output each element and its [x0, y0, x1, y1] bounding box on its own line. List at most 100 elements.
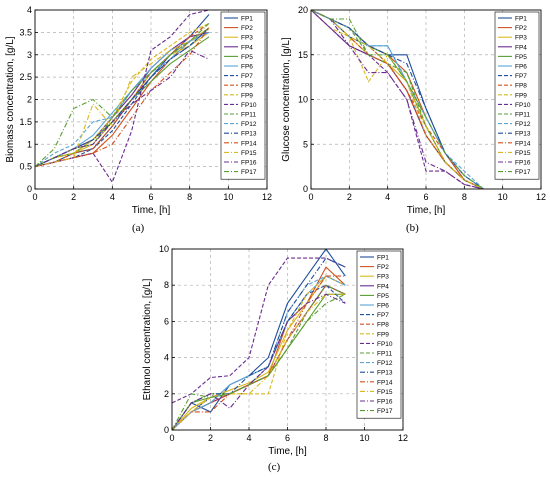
y-tick-label: 2 — [164, 389, 169, 399]
series-line-fp15 — [172, 293, 346, 430]
series-line-fp15 — [311, 10, 484, 189]
y-axis-label: Glucose concentration, [g/L] — [281, 37, 292, 162]
y-tick-label: 5 — [303, 139, 308, 149]
x-tick-label: 4 — [246, 433, 251, 443]
series-line-fp14 — [35, 27, 210, 168]
legend-label-fp11: FP11 — [377, 351, 392, 358]
legend-label-fp8: FP8 — [377, 322, 389, 329]
legend-label-fp17: FP17 — [241, 169, 257, 176]
y-tick-label: 2 — [27, 95, 32, 105]
legend-label-fp13: FP13 — [515, 131, 531, 138]
legend-label-fp14: FP14 — [241, 140, 257, 147]
y-tick-label: 0 — [303, 184, 308, 194]
series-lines — [311, 10, 484, 189]
y-tick-label: 1.5 — [19, 117, 32, 127]
legend-label-fp11: FP11 — [241, 112, 256, 119]
legend-box — [494, 11, 540, 180]
axes-frame — [171, 248, 404, 431]
y-axis-label: Ethanol concentration, [g/L] — [142, 278, 153, 400]
y-tick-label: 0 — [27, 184, 32, 194]
x-axis-label: Time, [h] — [132, 205, 171, 216]
x-tick-label: 2 — [208, 433, 213, 443]
panel-label-b: (b) — [406, 222, 419, 234]
legend: FP1 FP2 FP3 FP4 FP5 FP6 FP7 FP8 FP9 FP10 FP11 FP12 F… — [494, 11, 540, 180]
x-axis-label: Time, [h] — [268, 446, 307, 457]
panel-label-c: (c) — [268, 461, 281, 473]
legend-label-fp9: FP9 — [377, 331, 389, 338]
legend-label-fp11: FP11 — [515, 112, 530, 119]
legend-label-fp15: FP15 — [377, 389, 393, 396]
legend-label-fp17: FP17 — [515, 169, 531, 176]
legend-label-fp17: FP17 — [377, 408, 393, 415]
y-tick-label: 4 — [27, 5, 32, 15]
y-tick-label: 1 — [27, 139, 32, 149]
x-tick-label: 0 — [308, 192, 313, 202]
series-line-fp15 — [35, 27, 210, 168]
x-tick-label: 6 — [285, 433, 290, 443]
y-tick-label: 8 — [164, 280, 169, 290]
series-line-fp9 — [172, 275, 346, 430]
legend: FP1 FP2 FP3 FP4 FP5 FP6 FP7 FP8 FP9 FP10 FP11 FP12 F… — [356, 250, 402, 419]
legend-label-fp13: FP13 — [241, 131, 257, 138]
legend-label-fp9: FP9 — [241, 92, 253, 99]
x-tick-label: 12 — [536, 192, 546, 202]
legend-label-fp9: FP9 — [515, 92, 527, 99]
legend-label-fp14: FP14 — [377, 379, 393, 386]
series-line-fp17 — [311, 10, 484, 189]
y-tick-label: 10 — [298, 95, 308, 105]
y-tick-label: 15 — [298, 50, 308, 60]
axes-frame — [34, 9, 268, 190]
legend-box — [220, 11, 266, 180]
legend-label-fp16: FP16 — [377, 399, 393, 406]
legend-label-fp6: FP6 — [241, 64, 253, 71]
legend-label-fp8: FP8 — [241, 83, 253, 90]
series-line-fp12 — [35, 31, 210, 168]
x-tick-label: 4 — [385, 192, 390, 202]
x-tick-label: 6 — [423, 192, 428, 202]
legend-label-fp1: FP1 — [515, 16, 527, 23]
series-lines — [172, 249, 346, 430]
legend-label-fp8: FP8 — [515, 83, 527, 90]
axes-frame — [310, 9, 542, 190]
series-line-fp7 — [35, 27, 210, 168]
legend-label-fp3: FP3 — [515, 35, 527, 42]
legend-label-fp16: FP16 — [515, 160, 531, 167]
legend-label-fp5: FP5 — [515, 54, 527, 61]
series-line-fp10 — [35, 10, 210, 184]
legend-label-fp5: FP5 — [377, 293, 389, 300]
legend-label-fp1: FP1 — [377, 255, 389, 262]
legend-label-fp6: FP6 — [515, 64, 527, 71]
series-line-fp8 — [35, 22, 210, 168]
legend-label-fp2: FP2 — [377, 264, 389, 271]
x-tick-label: 8 — [187, 192, 192, 202]
legend-label-fp6: FP6 — [377, 303, 389, 310]
x-tick-label: 10 — [359, 433, 369, 443]
y-tick-label: 0 — [164, 425, 169, 435]
legend-label-fp15: FP15 — [515, 150, 531, 157]
series-line-fp12 — [172, 275, 346, 430]
y-tick-label: 20 — [298, 5, 308, 15]
legend-label-fp10: FP10 — [377, 341, 393, 348]
legend-box — [356, 250, 402, 419]
series-line-fp9 — [35, 22, 210, 168]
x-tick-label: 8 — [323, 433, 328, 443]
legend-label-fp1: FP1 — [241, 16, 253, 23]
y-tick-label: 4 — [164, 353, 169, 363]
x-tick-label: 12 — [398, 433, 408, 443]
legend-label-fp4: FP4 — [377, 283, 389, 290]
legend-label-fp7: FP7 — [241, 73, 253, 80]
y-axis-label: Biomass concentration, [g/L] — [5, 36, 16, 162]
legend: FP1 FP2 FP3 FP4 FP5 FP6 FP7 FP8 FP9 FP10 FP11 FP12 F… — [220, 11, 266, 180]
x-axis-label: Time, [h] — [407, 205, 446, 216]
legend-label-fp10: FP10 — [241, 102, 257, 109]
x-tick-label: 6 — [148, 192, 153, 202]
series-line-fp16 — [311, 10, 484, 189]
legend-label-fp2: FP2 — [515, 25, 527, 32]
legend-label-fp13: FP13 — [377, 370, 393, 377]
legend-label-fp12: FP12 — [241, 121, 257, 128]
y-tick-label: 6 — [164, 316, 169, 326]
legend-label-fp3: FP3 — [241, 35, 253, 42]
series-line-fp16 — [35, 49, 210, 168]
legend-label-fp7: FP7 — [515, 73, 527, 80]
x-tick-label: 4 — [110, 192, 115, 202]
